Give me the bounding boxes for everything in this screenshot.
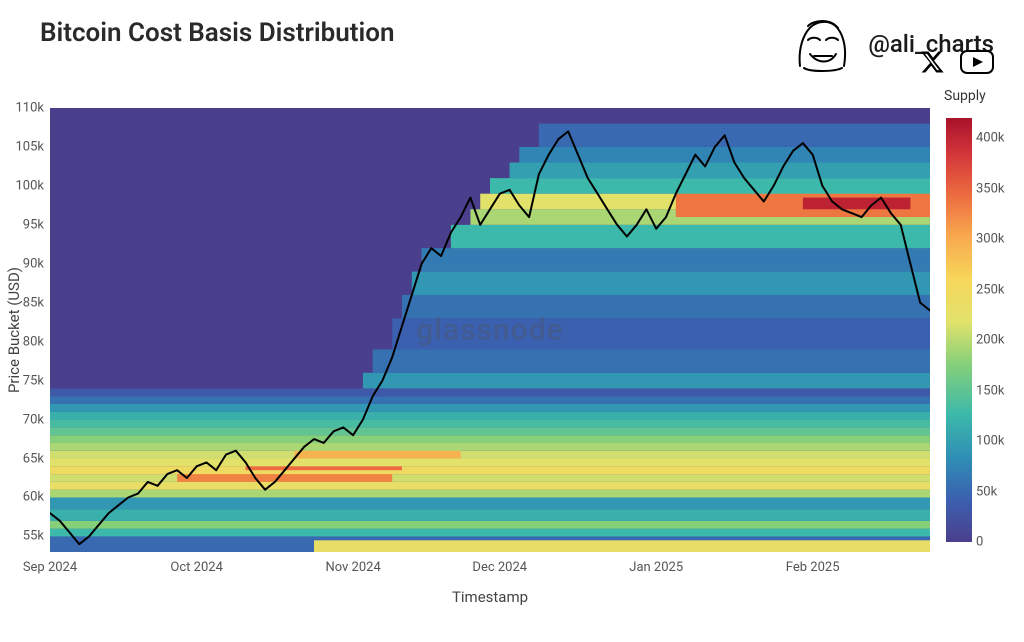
y-tick-label: 85k [23,295,44,310]
y-tick-label: 75k [23,373,44,388]
heatmap-cell [50,521,930,529]
colorbar-tick-label: 400k [976,131,1005,146]
y-tick-label: 105k [15,139,44,154]
heatmap-cell [50,509,930,521]
heatmap-cell [422,248,930,271]
x-tick-label: Oct 2024 [170,560,222,575]
colorbar-tick-label: 100k [976,434,1005,449]
heatmap-cell [50,388,930,396]
heatmap-cell [50,482,930,490]
y-tick-label: 65k [23,451,44,466]
x-logo-icon [918,48,946,76]
colorbar-tick-label: 200k [976,333,1005,348]
x-axis-label: Timestamp [452,588,528,606]
x-tick-label: Feb 2025 [786,560,840,575]
heatmap-cell [392,318,930,349]
y-tick-label: 60k [23,490,44,505]
y-tick-label: 95k [23,217,44,232]
heatmap-cell [373,349,930,372]
y-tick-label: 80k [23,334,44,349]
x-tick-label: Dec 2024 [472,560,527,575]
y-axis-label: Price Bucket (USD) [5,267,23,393]
colorbar-title: Supply [944,88,986,104]
x-tick-label: Jan 2025 [629,560,683,575]
y-tick-label: 90k [23,256,44,271]
y-tick-label: 110k [15,101,44,116]
colorbar-tick-label: 250k [976,282,1005,297]
heatmap-cell [490,178,930,194]
y-tick-label: 100k [15,178,44,193]
colorbar-tick-label: 0 [976,535,983,550]
heatmap-cell [50,420,930,428]
colorbar-tick-label: 300k [976,232,1005,247]
face-sketch-icon [786,8,858,80]
heatmap-cell [50,459,930,467]
heatmap-cell [510,163,930,179]
chart-title: Bitcoin Cost Basis Distribution [40,18,394,48]
heatmap-cell [50,497,930,509]
y-tick-label: 55k [23,529,44,544]
heatmap-cell [539,124,930,147]
x-tick-label: Sep 2024 [23,560,77,575]
heatmap-cell [50,529,930,537]
colorbar-tick-label: 350k [976,181,1005,196]
heatmap-cell [363,373,930,389]
heatmap-cell [50,490,930,498]
heatmap-cell [50,435,930,443]
chart-plot-area: glassnode Price Bucket (USD) Timestamp 5… [50,108,930,552]
youtube-icon [960,50,994,74]
heatmap-cell [314,540,930,552]
colorbar-tick-label: 50k [976,484,997,499]
heatmap-cell [402,295,930,318]
heatmap-cell [412,272,930,295]
heatmap-cell [50,412,930,420]
colorbar-gradient [946,118,972,542]
attribution-block: @ali_charts [786,8,994,80]
heatmap-cell [50,443,930,451]
y-tick-label: 70k [23,412,44,427]
x-tick-label: Nov 2024 [325,560,380,575]
heatmap-cell [50,451,930,459]
heatmap-cell [451,225,930,248]
heatmap-svg [50,108,930,552]
colorbar-legend: Supply 050k100k150k200k250k300k350k400k [944,108,1006,552]
heatmap-cell [50,396,930,404]
page-root: { "title": "Bitcoin Cost Basis Distribut… [0,0,1024,642]
heatmap-cell [50,404,930,412]
colorbar-tick-label: 150k [976,383,1005,398]
heatmap-cell [803,198,911,210]
heatmap-cell [50,427,930,435]
